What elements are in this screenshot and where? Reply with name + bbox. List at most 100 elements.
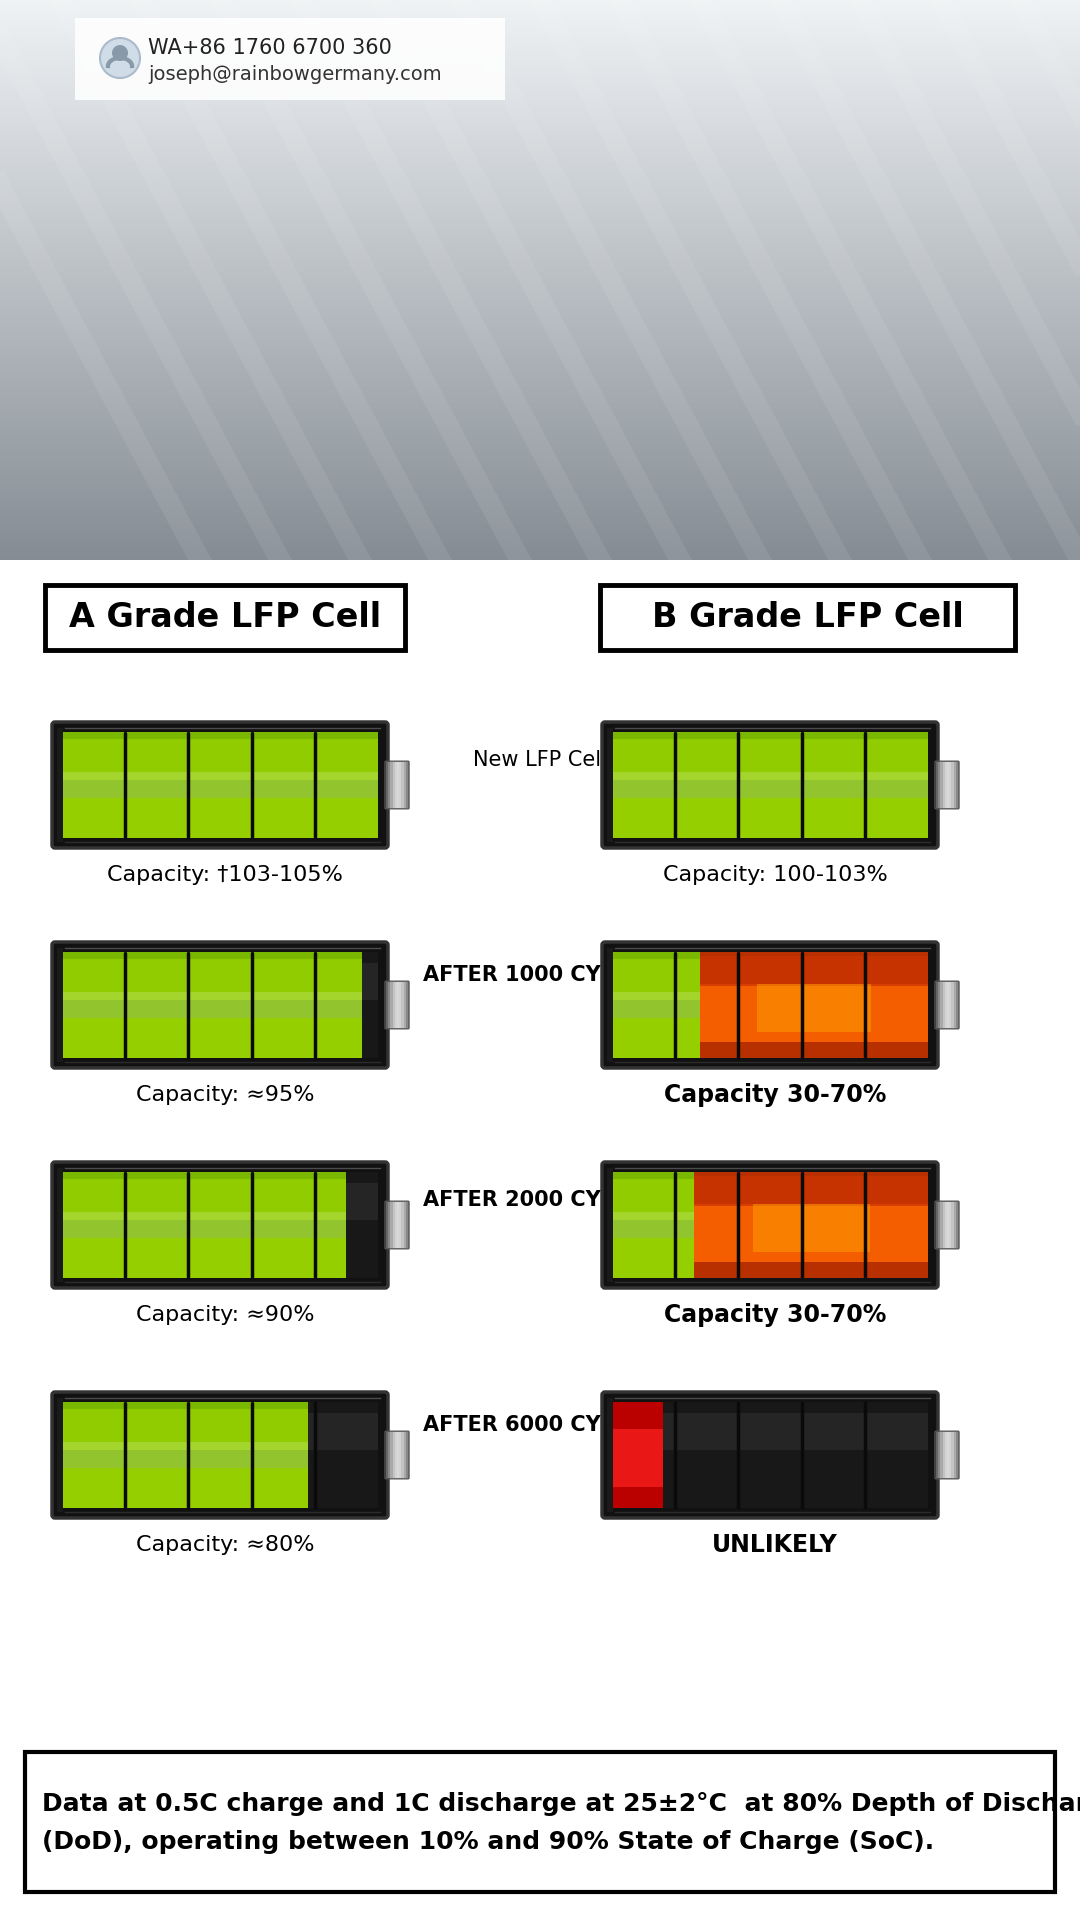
Bar <box>393 762 395 808</box>
Bar <box>0 465 1080 468</box>
Bar <box>0 259 1080 263</box>
Bar <box>943 1432 945 1478</box>
Bar <box>941 762 943 808</box>
Bar <box>406 1202 408 1248</box>
Bar <box>0 386 1080 390</box>
Bar <box>956 983 959 1027</box>
FancyBboxPatch shape <box>602 722 939 849</box>
Bar <box>62 952 362 1058</box>
Bar <box>0 428 1080 432</box>
Bar <box>936 983 939 1027</box>
Bar <box>395 1432 397 1478</box>
Bar <box>397 1202 400 1248</box>
Bar <box>951 1432 954 1478</box>
Bar <box>612 1238 694 1279</box>
Text: AFTER 6000 CYCLES: AFTER 6000 CYCLES <box>422 1415 658 1434</box>
Bar <box>0 315 1080 319</box>
Bar <box>0 346 1080 349</box>
Bar <box>0 449 1080 453</box>
Bar <box>0 357 1080 361</box>
Bar <box>0 223 1080 227</box>
Bar <box>0 444 1080 447</box>
Bar <box>753 1204 869 1252</box>
Bar <box>0 31 1080 33</box>
Bar <box>0 13 1080 17</box>
Bar <box>309 1402 378 1507</box>
Bar <box>0 511 1080 515</box>
Bar <box>0 319 1080 323</box>
Bar <box>0 424 1080 428</box>
Bar <box>939 762 941 808</box>
Bar <box>388 1432 391 1478</box>
Bar <box>0 242 1080 246</box>
Bar <box>0 83 1080 86</box>
Bar <box>612 1018 701 1058</box>
Bar <box>347 1183 378 1219</box>
Bar <box>0 532 1080 536</box>
Bar <box>0 324 1080 328</box>
Bar <box>0 300 1080 303</box>
Bar <box>956 1202 959 1248</box>
Bar <box>0 61 1080 65</box>
Bar <box>400 762 402 808</box>
Bar <box>0 326 1080 330</box>
Bar <box>0 363 1080 367</box>
Bar <box>0 344 1080 348</box>
Bar <box>0 209 1080 213</box>
FancyBboxPatch shape <box>25 1751 1055 1891</box>
Bar <box>62 960 362 1000</box>
Bar <box>0 411 1080 415</box>
Bar <box>0 376 1080 380</box>
Bar <box>390 762 393 808</box>
Bar <box>0 447 1080 451</box>
Bar <box>939 1432 941 1478</box>
Bar <box>0 282 1080 286</box>
Bar <box>0 144 1080 148</box>
Bar <box>62 797 378 837</box>
Text: Capacity: 100-103%: Capacity: 100-103% <box>663 866 888 885</box>
Bar <box>701 956 928 987</box>
Bar <box>0 173 1080 177</box>
Bar <box>0 453 1080 457</box>
Bar <box>57 948 63 1062</box>
Bar <box>0 301 1080 305</box>
Bar <box>0 461 1080 465</box>
Bar <box>0 490 1080 493</box>
Bar <box>607 728 613 843</box>
Bar <box>0 478 1080 482</box>
Bar <box>0 46 1080 50</box>
Bar <box>390 1202 393 1248</box>
Bar <box>0 419 1080 422</box>
Bar <box>0 472 1080 476</box>
Bar <box>0 330 1080 334</box>
Text: A Grade LFP Cell: A Grade LFP Cell <box>69 601 381 634</box>
Bar <box>945 1202 947 1248</box>
Bar <box>0 129 1080 132</box>
Bar <box>0 132 1080 136</box>
Bar <box>0 190 1080 194</box>
Bar <box>612 772 928 797</box>
Bar <box>0 263 1080 267</box>
Bar <box>0 536 1080 540</box>
Bar <box>936 1202 939 1248</box>
Bar <box>386 1432 389 1478</box>
Bar <box>949 1432 951 1478</box>
Bar <box>0 296 1080 300</box>
Bar <box>0 10 1080 13</box>
Bar <box>0 88 1080 92</box>
Bar <box>0 15 1080 19</box>
Bar <box>0 528 1080 532</box>
Bar <box>0 334 1080 338</box>
Bar <box>0 505 1080 509</box>
Bar <box>386 983 389 1027</box>
Bar <box>57 1167 63 1283</box>
Bar <box>0 117 1080 121</box>
Bar <box>309 1413 378 1450</box>
Bar <box>397 983 400 1027</box>
Bar <box>390 983 393 1027</box>
Bar <box>0 516 1080 520</box>
Bar <box>662 1413 928 1450</box>
Bar <box>0 38 1080 42</box>
Bar <box>57 728 63 843</box>
Circle shape <box>112 44 129 61</box>
